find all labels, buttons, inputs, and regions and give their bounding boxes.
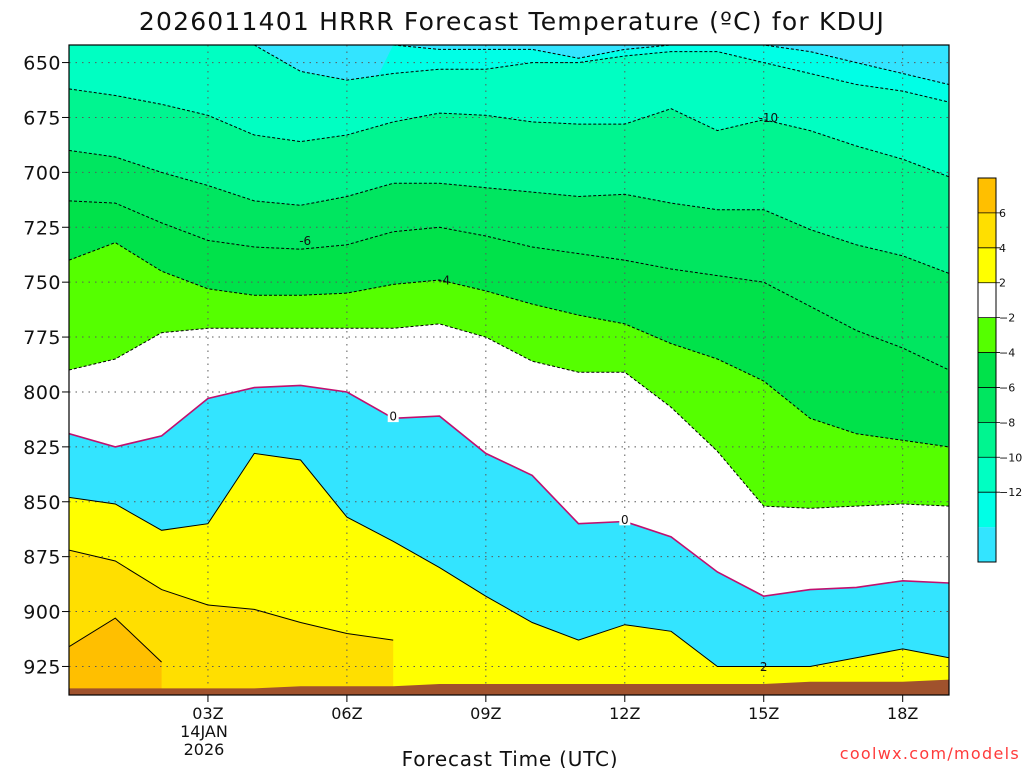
x-tick-label: 12Z xyxy=(609,704,640,723)
x-tick-label: 06Z xyxy=(331,704,362,723)
x-tick-label: 03Z xyxy=(192,704,223,723)
colorbar-swatch xyxy=(978,492,996,528)
y-axis: 650 675 700 725 750 775 800 825 850 875 900 925 xyxy=(23,53,69,678)
isotherm--2 xyxy=(69,323,949,509)
colorbar-tick-label: 6 xyxy=(999,207,1006,220)
terrain-layer xyxy=(69,679,949,695)
colorbar-tick-label: −8 xyxy=(999,416,1015,429)
isotherm--10 xyxy=(69,88,949,178)
contour-label: -4 xyxy=(438,273,450,287)
colorbar-tick-label: −2 xyxy=(999,312,1015,325)
gridlines xyxy=(69,45,949,695)
contour-labels: -10 -6 -4 0 0 2 xyxy=(299,111,779,674)
y-tick-label: 775 xyxy=(23,327,61,349)
isotherm--14 xyxy=(393,45,949,85)
terrain-surface xyxy=(69,679,949,695)
contour-label: 0 xyxy=(389,410,397,424)
contour-label: 2 xyxy=(760,660,768,674)
isotherm-lines xyxy=(69,45,949,667)
contour-label-bg xyxy=(619,512,631,526)
colorbar-swatch xyxy=(978,317,996,353)
colorbar-tick-label: 2 xyxy=(999,277,1006,290)
colorbar-swatch xyxy=(978,282,996,318)
x-tick-label: 09Z xyxy=(470,704,501,723)
contour-label: 0 xyxy=(621,513,629,527)
colorbar-swatch xyxy=(978,352,996,388)
x-axis-label: Forecast Time (UTC) xyxy=(402,747,619,768)
isotherm-4 xyxy=(69,549,394,641)
colorbar-swatch xyxy=(978,457,996,493)
x-tick-label: 18Z xyxy=(887,704,918,723)
isotherm--4 xyxy=(69,242,949,448)
colorbar-swatch xyxy=(978,422,996,458)
x-year-label: 2026 xyxy=(184,740,225,759)
plot-frame xyxy=(68,44,950,696)
isotherm-6 xyxy=(69,617,162,663)
colorbar-swatch xyxy=(978,178,996,213)
isotherm--6 xyxy=(69,200,949,371)
y-tick-label: 675 xyxy=(23,107,61,129)
chart-title: 2026011401 HRRR Forecast Temperature (ºC… xyxy=(139,7,885,36)
colorbar-legend: −12 −10 −8 −6 −4 −2 2 4 6 xyxy=(977,177,1022,563)
colorbar-tick-label: −12 xyxy=(999,486,1022,499)
colorbar-swatch xyxy=(978,387,996,423)
y-tick-label: 800 xyxy=(23,382,61,404)
y-tick-label: 725 xyxy=(23,217,61,239)
y-tick-label: 700 xyxy=(23,162,61,184)
credit-link[interactable]: coolwx.com/models xyxy=(840,744,1020,763)
contour-label: -6 xyxy=(299,234,311,248)
isotherm--8 xyxy=(69,149,949,274)
isotherm-0 xyxy=(69,384,949,598)
x-date-label: 14JAN xyxy=(180,722,228,741)
y-tick-label: 750 xyxy=(23,272,61,294)
isotherm--12 xyxy=(69,45,949,103)
colorbar-tick-label: −6 xyxy=(999,381,1015,394)
colorbar-tick-label: −10 xyxy=(999,451,1022,464)
contour-label-bg xyxy=(387,409,399,423)
contour-label: -10 xyxy=(759,111,779,125)
colorbar-tick-label: −4 xyxy=(999,347,1015,360)
colorbar-swatch xyxy=(978,527,996,562)
isotherm-2 xyxy=(69,452,949,667)
colorbar-swatch xyxy=(978,212,996,248)
colorbar-frame xyxy=(977,177,997,563)
temperature-fills xyxy=(69,45,949,695)
colorbar-tick-label: 4 xyxy=(999,242,1006,255)
y-tick-label: 825 xyxy=(23,437,61,459)
x-tick-label: 15Z xyxy=(748,704,779,723)
y-tick-label: 925 xyxy=(23,656,61,678)
y-tick-label: 875 xyxy=(23,547,61,569)
plot-area: -10 -6 -4 0 0 2 xyxy=(69,45,949,695)
y-tick-label: 850 xyxy=(23,492,61,514)
band-fill-6 xyxy=(69,618,162,695)
colorbar-swatch xyxy=(978,247,996,283)
y-tick-label: 900 xyxy=(23,602,61,624)
y-tick-label: 650 xyxy=(23,53,61,75)
